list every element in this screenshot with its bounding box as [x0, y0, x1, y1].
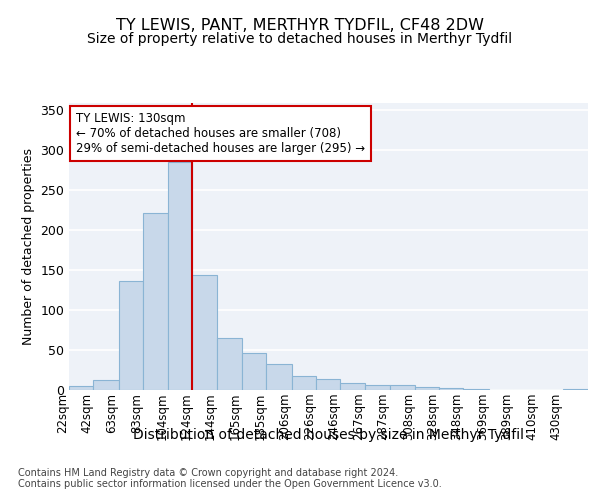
Bar	[69, 386, 93, 390]
Bar	[292, 376, 316, 390]
Bar	[143, 212, 168, 390]
Text: Contains HM Land Registry data © Crown copyright and database right 2024.
Contai: Contains HM Land Registry data © Crown c…	[18, 468, 442, 489]
Text: Distribution of detached houses by size in Merthyr Tydfil: Distribution of detached houses by size …	[133, 428, 524, 442]
Bar	[119, 280, 143, 390]
Bar	[389, 385, 415, 390]
Bar	[168, 162, 193, 390]
Bar	[266, 364, 292, 390]
Bar	[563, 389, 588, 390]
Bar	[439, 388, 463, 390]
Bar	[242, 354, 266, 390]
Bar	[415, 387, 439, 390]
Bar	[316, 379, 340, 390]
Text: TY LEWIS: 130sqm
← 70% of detached houses are smaller (708)
29% of semi-detached: TY LEWIS: 130sqm ← 70% of detached house…	[76, 112, 365, 155]
Bar	[193, 275, 217, 390]
Bar	[365, 385, 389, 390]
Text: TY LEWIS, PANT, MERTHYR TYDFIL, CF48 2DW: TY LEWIS, PANT, MERTHYR TYDFIL, CF48 2DW	[116, 18, 484, 32]
Bar	[93, 380, 119, 390]
Bar	[340, 383, 365, 390]
Y-axis label: Number of detached properties: Number of detached properties	[22, 148, 35, 345]
Bar	[217, 338, 242, 390]
Text: Size of property relative to detached houses in Merthyr Tydfil: Size of property relative to detached ho…	[88, 32, 512, 46]
Bar	[463, 389, 489, 390]
